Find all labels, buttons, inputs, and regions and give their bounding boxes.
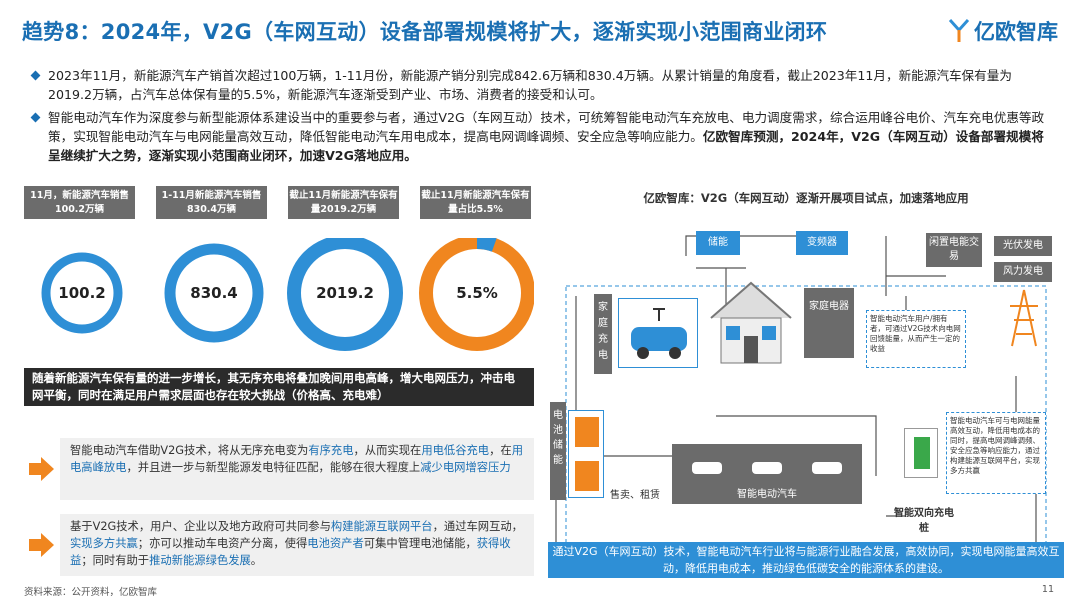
point-highlight: 减少电网增容压力 xyxy=(420,461,511,474)
car-icon xyxy=(618,298,698,368)
point-seg: 可集中管理电池储能， xyxy=(363,537,477,550)
point-seg: ，在 xyxy=(489,444,512,457)
point-highlight: 实现多方共赢 xyxy=(70,537,138,550)
stat-value: 5.5% xyxy=(456,284,498,302)
stat-value: 2019.2 xyxy=(316,284,374,302)
point-box: 基于V2G技术，用户、企业以及地方政府可共同参与构建能源互联网平台，通过车网互动… xyxy=(24,514,534,576)
smart-ev-label: 智能电动汽车 xyxy=(737,489,797,500)
charger-icon xyxy=(904,428,938,478)
yiou-logo-icon xyxy=(948,18,970,42)
bullet-list: 2023年11月，新能源汽车产销首次超过100万辆，1-11月份，新能源产销分别… xyxy=(32,66,1052,169)
point-box: 智能电动汽车借助V2G技术，将从无序充电变为有序充电，从而实现在用电低谷充电，在… xyxy=(24,438,534,500)
charger-label: 智能双向充电桩 xyxy=(894,508,954,534)
point-seg: ，从而实现在 xyxy=(353,444,422,457)
point-seg: ；同时有助于 xyxy=(81,554,150,567)
page-title: 趋势8：2024年，V2G（车网互动）设备部署规模将扩大，逐渐实现小范围商业闭环 xyxy=(22,20,828,44)
point-highlight: 电池资产者 xyxy=(307,537,364,550)
point-highlight: 用电高峰放电 xyxy=(70,444,524,474)
bullet-text: 2023年11月，新能源汽车产销首次超过100万辆，1-11月份，新能源产销分别… xyxy=(48,68,1012,102)
wind-box: 风力发电 xyxy=(994,262,1052,282)
summary-banner: 通过V2G（车网互动）技术，智能电动汽车行业将与能源行业融合发展，高效协同，实现… xyxy=(548,542,1064,578)
page-number: 11 xyxy=(1041,584,1054,595)
ring-100 xyxy=(41,252,123,334)
stat-label: 截止11月新能源汽车保有量占比5.5% xyxy=(420,186,531,219)
brand-logo: 亿欧智库 xyxy=(948,16,1058,46)
smart-ev-box: 智能电动汽车 xyxy=(672,444,862,504)
battery-icon xyxy=(568,410,604,498)
pv-box: 光伏发电 xyxy=(994,236,1052,256)
point-highlight: 获得收益 xyxy=(70,537,511,567)
battery-storage-box: 电池储能 xyxy=(550,402,566,500)
point-text: 智能电动汽车借助V2G技术，将从无序充电变为有序充电，从而实现在用电低谷充电，在… xyxy=(60,438,534,500)
source-footer: 资料来源：公开资料，亿欧智库 xyxy=(24,587,158,598)
grid-note: 智能电动汽车可与电网能量高效互动，降低用电成本的同时，提高电网调峰调频、安全应急… xyxy=(946,412,1046,494)
point-seg: 智能电动汽车借助V2G技术，将从无序充电变为 xyxy=(70,444,309,457)
ring-830 xyxy=(164,243,264,343)
point-highlight: 推动新能源绿色发展 xyxy=(149,554,251,567)
point-text: 基于V2G技术，用户、企业以及地方政府可共同参与构建能源互联网平台，通过车网互动… xyxy=(60,514,534,576)
diagram-lines xyxy=(555,235,1047,576)
challenge-banner: 随着新能源汽车保有量的进一步增长，其无序充电将叠加晚间用电高峰，增大电网压力，冲… xyxy=(24,368,534,406)
point-seg: ；亦可以推动车电资产分离，使得 xyxy=(137,537,308,550)
bullet-text: 智能电动汽车作为深度参与新型能源体系建设当中的重要参与者，通过V2G（车网互动）… xyxy=(48,110,1045,144)
point-highlight: 构建能源互联网平台 xyxy=(330,520,433,533)
bullet-bold-text: 亿欧智库预测，2024年，V2G（车网互动）设备部署规模将呈继续扩大之势，逐渐实… xyxy=(48,129,1044,163)
point-seg: 。 xyxy=(250,554,263,567)
storage-box: 储能 xyxy=(696,231,740,255)
idle-trade-box: 闲置电能交易 xyxy=(926,233,982,267)
user-note: 智能电动汽车用户/拥有者，可通过V2G技术向电网回馈能量，从而产生一定的收益 xyxy=(866,310,966,368)
arrow-right-icon xyxy=(24,438,60,500)
arrow-right-icon xyxy=(24,514,60,576)
stat-rings: 100.2 830.4 2019.2 5.5% xyxy=(41,238,534,351)
stat-label: 截止11月新能源汽车保有量2019.2万辆 xyxy=(288,186,399,219)
bullet-item: 2023年11月，新能源汽车产销首次超过100万辆，1-11月份，新能源产销分别… xyxy=(32,66,1052,104)
stat-label: 11月，新能源汽车销售100.2万辆 xyxy=(24,186,135,219)
logo-text: 亿欧智库 xyxy=(974,20,1058,44)
diagram-title: 亿欧智库：V2G（车网互动）逐渐开展项目试点，加速落地应用 xyxy=(643,191,969,205)
ring-share-fill xyxy=(476,238,497,252)
stat-labels: 11月，新能源汽车销售100.2万辆 1-11月新能源汽车销售830.4万辆 截… xyxy=(24,186,531,219)
power-tower-icon xyxy=(1004,288,1044,348)
point-seg: ，并且进一步与新型能源发电特征匹配，能够在很大程度上 xyxy=(126,461,421,474)
sell-lease-label: 售卖、租赁 xyxy=(610,490,660,501)
point-seg: ，通过车网互动， xyxy=(432,520,523,533)
stat-value: 830.4 xyxy=(190,284,237,302)
inverter-box: 变频器 xyxy=(796,231,848,255)
house-icon xyxy=(706,278,796,366)
point-seg: 基于V2G技术，用户、企业以及地方政府可共同参与 xyxy=(70,520,331,533)
home-appliance-box: 家庭电器 xyxy=(804,288,854,358)
v2g-diagram: 亿欧智库：V2G（车网互动）逐渐开展项目试点，加速落地应用 储能 变频器 家庭充… xyxy=(546,186,1066,582)
point-highlight: 用电低谷充电 xyxy=(421,444,490,457)
stat-label: 1-11月新能源汽车销售830.4万辆 xyxy=(156,186,267,219)
point-highlight: 有序充电 xyxy=(308,444,354,457)
stat-value: 100.2 xyxy=(58,284,105,302)
ring-2019 xyxy=(287,238,403,351)
home-charging-box: 家庭充电 xyxy=(594,294,612,374)
bullet-item: 智能电动汽车作为深度参与新型能源体系建设当中的重要参与者，通过V2G（车网互动）… xyxy=(32,108,1052,165)
